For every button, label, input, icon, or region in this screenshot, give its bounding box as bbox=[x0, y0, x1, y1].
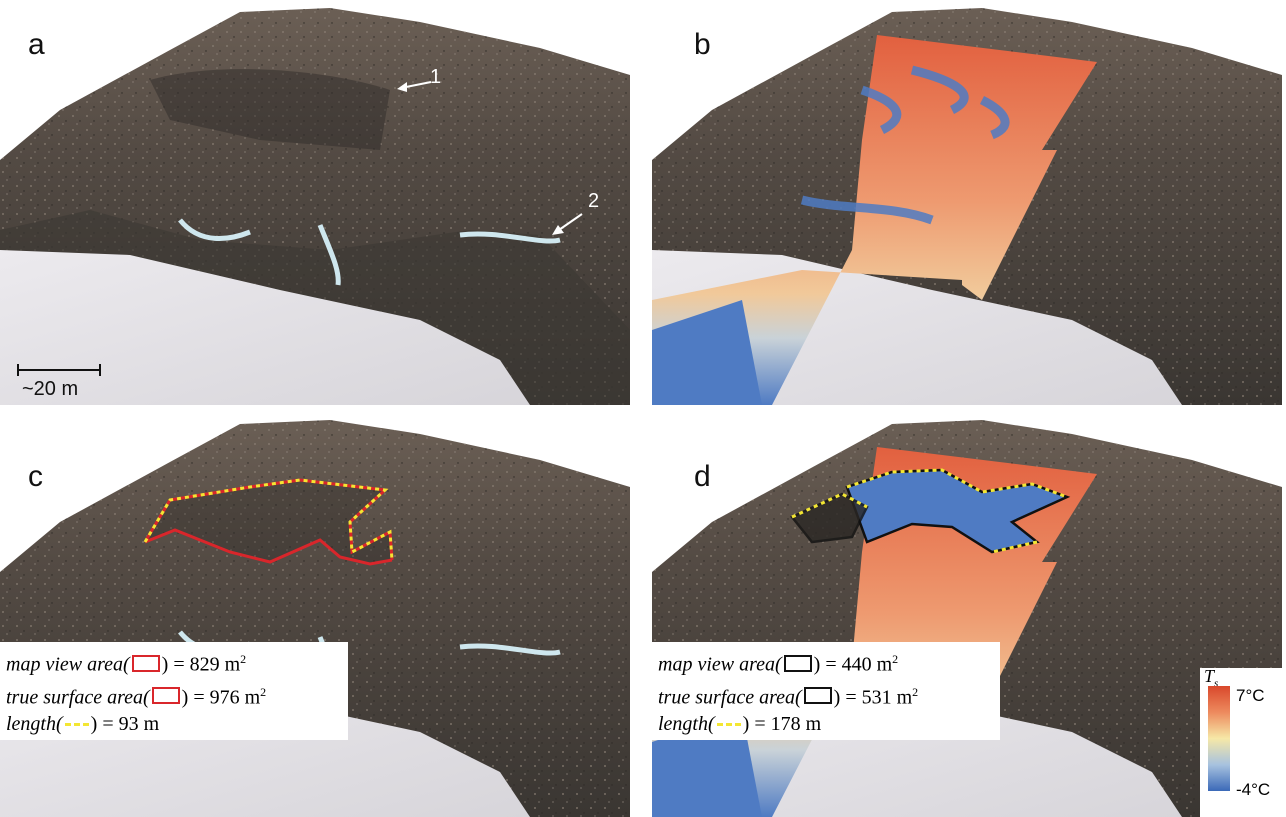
map-area-row: map view area( ) = 829 m2 bbox=[6, 646, 342, 679]
yellow-dash-swatch bbox=[716, 723, 741, 727]
panel-d: d map view area() = 440 m2 true surface … bbox=[652, 412, 1282, 817]
superscript: 2 bbox=[912, 684, 919, 699]
map-area-row: map view area( ) = 440 m2 bbox=[658, 646, 994, 679]
length-row: length( ) = 178 m bbox=[658, 711, 994, 738]
scale-bar bbox=[17, 364, 101, 376]
length-label: length( bbox=[658, 713, 715, 736]
red-outline-swatch bbox=[131, 654, 160, 672]
length-value: ) = 178 m bbox=[742, 713, 822, 736]
superscript: 2 bbox=[892, 652, 899, 666]
superscript: 2 bbox=[240, 652, 247, 666]
true-area-row: true surface area( ) = 976 m2 bbox=[6, 679, 342, 712]
panel-a: a 1 2 ~20 m bbox=[0, 0, 630, 405]
superscript: 2 bbox=[260, 684, 267, 699]
true-area-value: ) = 531 m bbox=[833, 686, 913, 709]
panel-b: b bbox=[652, 0, 1282, 405]
temperature-colorbar: Ts 7°C -4°C bbox=[1200, 666, 1286, 817]
terrain-photo bbox=[652, 8, 1282, 405]
arrow-icon bbox=[552, 213, 583, 235]
length-value: ) = 93 m bbox=[90, 713, 160, 736]
colorbar-gradient bbox=[1208, 686, 1230, 791]
yellow-dash-swatch bbox=[64, 723, 89, 727]
terrain-photo bbox=[652, 420, 1282, 817]
panel-letter: b bbox=[694, 28, 711, 61]
arrow-label-1: 1 bbox=[430, 66, 442, 88]
true-area-value: ) = 976 m bbox=[181, 686, 261, 709]
map-area-value: ) = 440 m bbox=[813, 653, 893, 676]
scale-bar-label: ~20 m bbox=[22, 378, 79, 400]
colorbar-max-label: 7°C bbox=[1236, 686, 1265, 705]
red-outline-swatch bbox=[151, 687, 180, 705]
colorbar-title: Ts bbox=[1204, 666, 1219, 690]
true-area-label: true surface area( bbox=[6, 686, 150, 709]
map-area-value: ) = 829 m bbox=[161, 653, 241, 676]
true-area-label: true surface area( bbox=[658, 686, 802, 709]
terrain-photo bbox=[0, 8, 630, 405]
panel-letter: d bbox=[694, 460, 711, 493]
panel-letter: a bbox=[28, 28, 45, 61]
colorbar-min-label: -4°C bbox=[1236, 780, 1271, 799]
true-area-row: true surface area( ) = 531 m2 bbox=[658, 679, 994, 712]
panel-letter: c bbox=[28, 460, 43, 493]
length-label: length( bbox=[6, 713, 63, 736]
panel-c: c map view area() = 829 m2 true surface … bbox=[0, 412, 630, 817]
map-area-label: map view area( bbox=[6, 653, 130, 676]
measurement-legend: map view area() = 829 m2 true surface ar… bbox=[0, 642, 348, 741]
black-outline-swatch bbox=[783, 654, 812, 672]
terrain-photo bbox=[0, 420, 630, 817]
arrow-icon bbox=[397, 81, 432, 92]
arrow-label-2: 2 bbox=[588, 190, 600, 212]
black-outline-swatch bbox=[803, 687, 832, 705]
length-row: length( ) = 93 m bbox=[6, 711, 342, 738]
map-area-label: map view area( bbox=[658, 653, 782, 676]
measurement-legend: map view area() = 440 m2 true surface ar… bbox=[652, 642, 1000, 741]
